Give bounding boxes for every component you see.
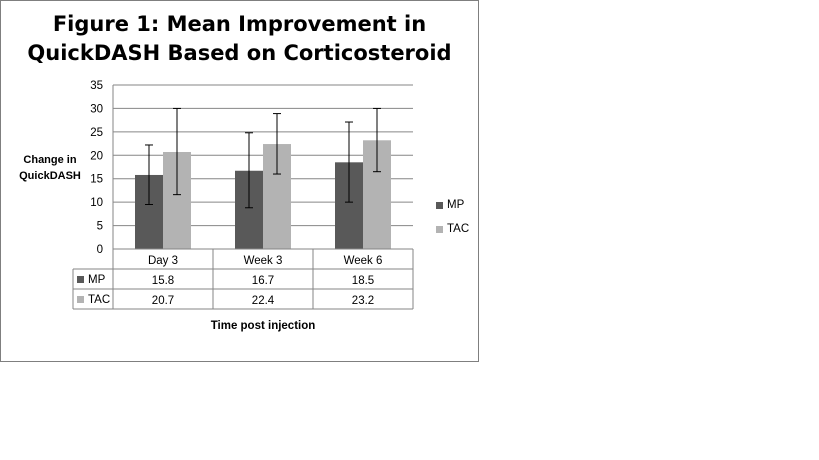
x-tick-label: Week 3	[244, 255, 283, 267]
y-tick-label: 20	[90, 150, 103, 162]
y-tick-label: 5	[97, 221, 103, 233]
y-tick-label: 30	[90, 103, 103, 115]
y-axis-label: Change in QuickDASH	[10, 152, 90, 184]
data-label: 22.4	[252, 295, 275, 307]
x-axis-label: Time post injection	[210, 320, 316, 332]
legend-swatch-tac	[436, 225, 443, 233]
data-label: 20.7	[152, 295, 174, 307]
data-label: 18.5	[352, 275, 374, 287]
chart-title: Figure 1: Mean Improvement in QuickDASH …	[0, 10, 479, 68]
data-label: 16.7	[252, 275, 274, 287]
data-label: 15.8	[152, 275, 174, 287]
table-series-label: MP	[88, 274, 106, 286]
data-label: 23.2	[352, 295, 374, 307]
x-tick-label: Day 3	[148, 255, 178, 267]
chart-plot: 0 5 10 15 20 25 30 35 Day 3 Week 3 Week 6 MP 15.8 16.…	[72, 80, 414, 310]
y-tick-label: 0	[97, 244, 103, 256]
table-swatch-tac	[77, 296, 84, 303]
legend-item-tac: TAC	[436, 222, 469, 236]
table-swatch-mp	[77, 276, 84, 283]
legend-item-mp: MP	[436, 198, 464, 212]
y-axis-label-line-2: QuickDASH	[19, 170, 81, 182]
y-tick-label: 10	[90, 197, 103, 209]
legend-label-mp: MP	[447, 199, 465, 211]
chart-title-line-1: Figure 1: Mean Improvement in	[52, 12, 427, 36]
y-tick-label: 35	[90, 80, 103, 92]
x-tick-label: Week 6	[344, 255, 383, 267]
y-axis-label-line-1: Change in	[23, 154, 77, 166]
chart-title-line-2: QuickDASH Based on Corticosteroid	[27, 41, 452, 65]
legend-label-tac: TAC	[447, 223, 470, 235]
table-series-label: TAC	[88, 294, 110, 306]
legend-swatch-mp	[436, 201, 443, 209]
y-tick-label: 25	[90, 127, 103, 139]
y-tick-label: 15	[90, 174, 103, 186]
